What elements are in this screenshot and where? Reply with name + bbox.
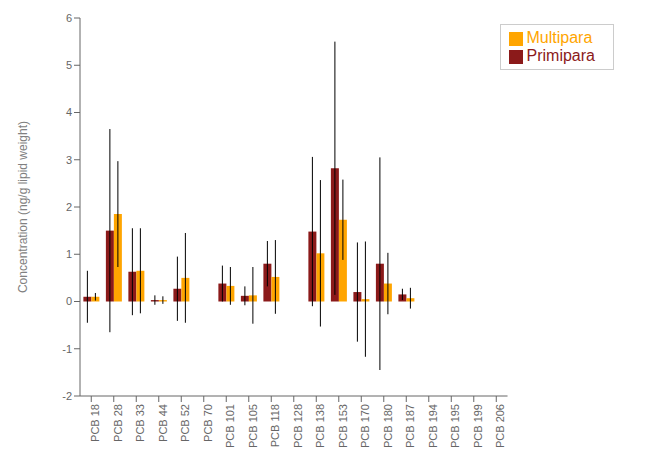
html-text:Multipara: Multipara xyxy=(526,29,593,46)
svg-text:-2: -2 xyxy=(62,390,72,402)
svg-text:PCB 194: PCB 194 xyxy=(427,404,439,448)
svg-text:PCB 199: PCB 199 xyxy=(472,404,484,448)
svg-text:PCB 128: PCB 128 xyxy=(292,404,304,448)
svg-text:PCB 170: PCB 170 xyxy=(359,404,371,448)
svg-text:PCB 138: PCB 138 xyxy=(314,404,326,448)
svg-text:PCB 206: PCB 206 xyxy=(494,404,506,448)
svg-text:PCB 101: PCB 101 xyxy=(224,404,236,448)
svg-text:PCB 153: PCB 153 xyxy=(337,404,349,448)
svg-text:Concentration (ng/g lipid weig: Concentration (ng/g lipid weight) xyxy=(16,121,30,293)
svg-text:PCB 18: PCB 18 xyxy=(89,404,101,442)
svg-text:1: 1 xyxy=(66,248,72,260)
svg-text:PCB 33: PCB 33 xyxy=(134,404,146,442)
svg-text:PCB 52: PCB 52 xyxy=(179,404,191,442)
svg-text:-1: -1 xyxy=(62,343,72,355)
svg-text:PCB 70: PCB 70 xyxy=(202,404,214,442)
svg-text:4: 4 xyxy=(66,106,72,118)
svg-text:PCB 195: PCB 195 xyxy=(449,404,461,448)
svg-text:PCB 187: PCB 187 xyxy=(404,404,416,448)
svg-text:5: 5 xyxy=(66,59,72,71)
html-text:Primipara: Primipara xyxy=(526,47,595,64)
svg-text:2: 2 xyxy=(66,201,72,213)
svg-text:PCB 180: PCB 180 xyxy=(382,404,394,448)
svg-text:6: 6 xyxy=(66,12,72,24)
svg-text:PCB 105: PCB 105 xyxy=(247,404,259,448)
svg-text:PCB 118: PCB 118 xyxy=(269,404,281,447)
svg-text:0: 0 xyxy=(66,295,72,307)
svg-text:3: 3 xyxy=(66,154,72,166)
svg-text:PCB 44: PCB 44 xyxy=(157,404,169,442)
svg-text:PCB 28: PCB 28 xyxy=(112,404,124,442)
